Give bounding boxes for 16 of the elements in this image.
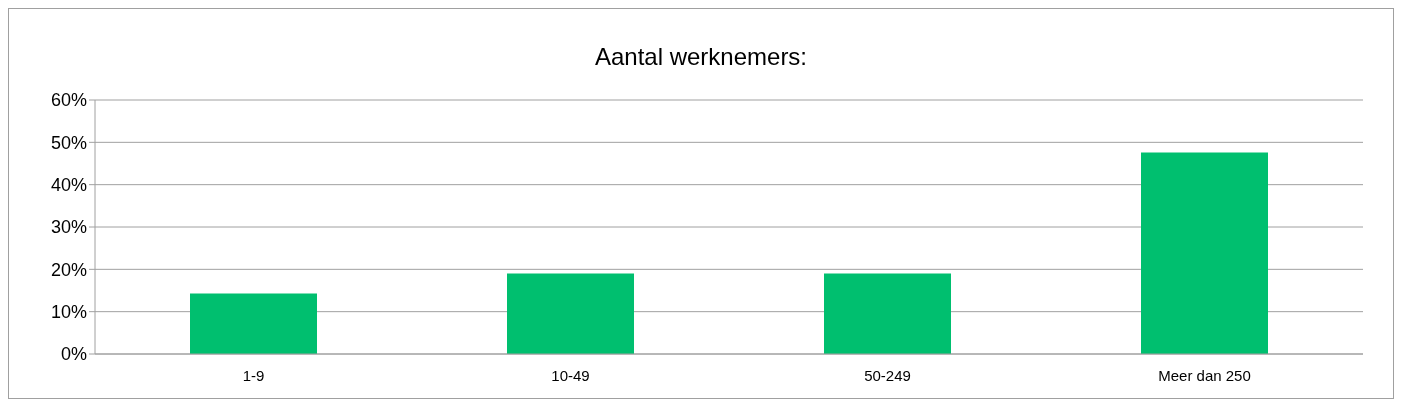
y-tick-label: 10% [50,302,87,323]
chart-title: Aantal werknemers: [594,43,808,70]
y-tick-label: 20% [50,259,87,280]
y-tick-label: 0% [60,344,87,365]
y-tick-label: 30% [50,217,87,238]
y-tick-label: 40% [50,175,87,196]
x-tick-label: 50-249 [864,366,911,384]
bar [507,273,634,354]
bar [1141,152,1268,354]
bar [190,293,317,354]
bar [824,273,951,354]
y-tick-label: 50% [50,132,87,153]
x-tick-label: Meer dan 250 [1158,366,1251,384]
y-tick-label: 60% [50,90,87,111]
x-tick-label: 1-9 [242,366,265,384]
x-tick-label: 10-49 [551,366,590,384]
